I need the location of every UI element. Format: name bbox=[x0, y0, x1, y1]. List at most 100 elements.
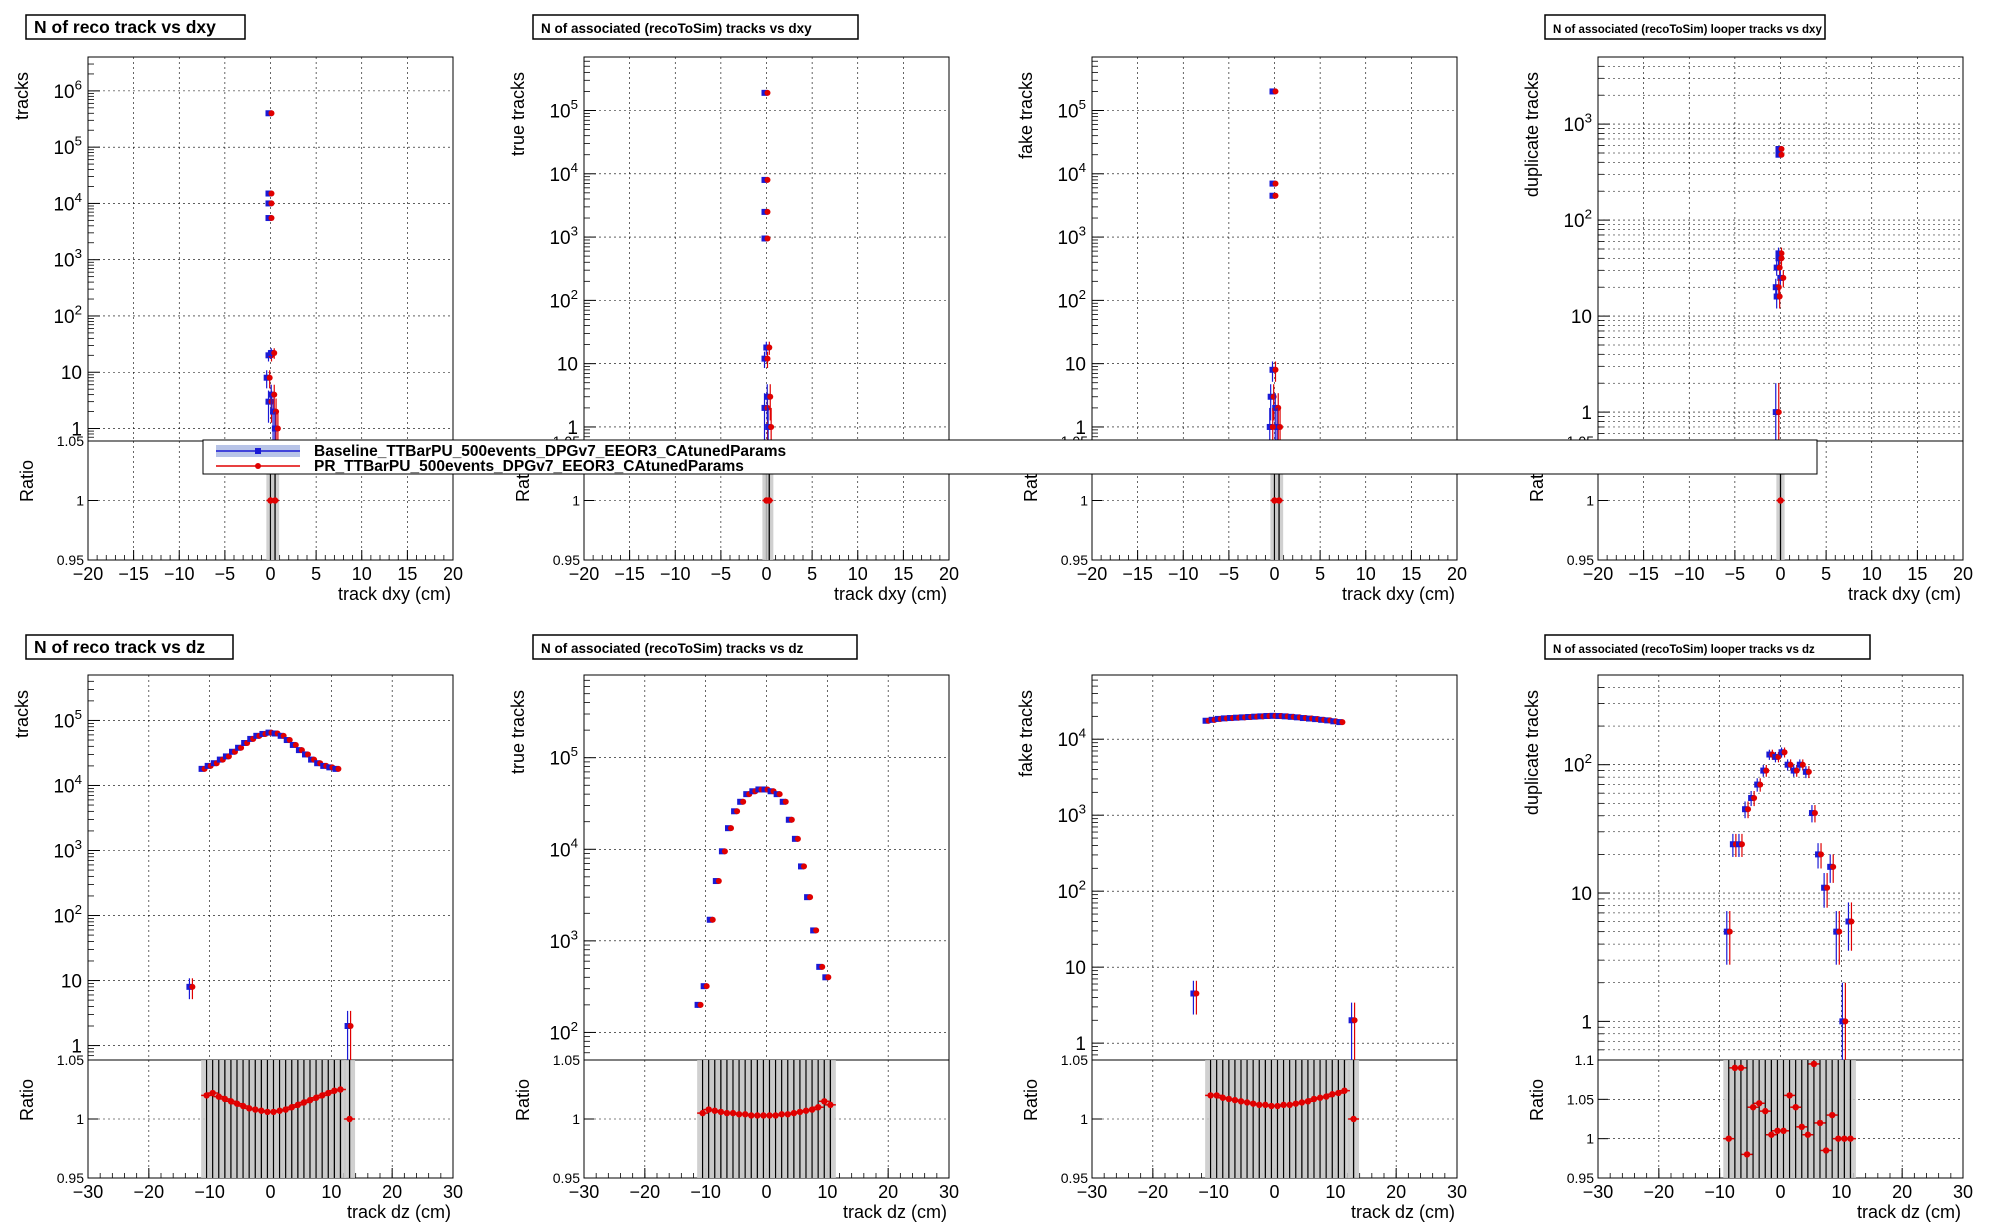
pr-point bbox=[734, 808, 741, 815]
x-tick-label: 0 bbox=[1775, 564, 1785, 584]
y-tick-label: 10 bbox=[1571, 307, 1592, 328]
x-tick-label: 5 bbox=[1315, 564, 1325, 584]
x-axis-label: track dxy (cm) bbox=[338, 584, 451, 604]
pr-point bbox=[1351, 1017, 1358, 1024]
pr-point bbox=[767, 393, 774, 400]
ratio-point bbox=[1298, 1099, 1306, 1106]
ratio-point bbox=[267, 497, 274, 504]
ratio-point bbox=[1335, 1089, 1342, 1097]
ratio-point bbox=[1207, 1092, 1214, 1099]
ratio-point bbox=[282, 1106, 289, 1113]
pr-point bbox=[268, 190, 275, 197]
ratio-point bbox=[699, 1109, 706, 1117]
x-tick-label: 10 bbox=[321, 1182, 341, 1202]
pr-point bbox=[1272, 366, 1279, 373]
y-tick-label: 102 bbox=[53, 902, 82, 928]
pr-point bbox=[1811, 810, 1818, 817]
pr-point bbox=[782, 798, 789, 805]
ratio-point bbox=[1268, 1102, 1275, 1110]
pr-point bbox=[721, 848, 728, 855]
ratio-point bbox=[1762, 1107, 1769, 1115]
pr-point bbox=[794, 835, 801, 842]
ratio-marks bbox=[201, 1060, 356, 1178]
ratio-point bbox=[1768, 1131, 1775, 1138]
ratio-point bbox=[306, 1096, 314, 1104]
x-tick-label: −30 bbox=[1077, 1182, 1108, 1202]
y-tick-label: 1 bbox=[567, 418, 578, 439]
ratio-tick-label: 1 bbox=[572, 493, 580, 509]
x-axis-label: track dxy (cm) bbox=[1342, 584, 1455, 604]
main-marks bbox=[1723, 747, 1855, 1060]
y-tick-label: 102 bbox=[549, 1019, 578, 1045]
ratio-point bbox=[772, 1112, 779, 1119]
x-tick-label: −20 bbox=[569, 564, 600, 584]
ratio-point bbox=[802, 1107, 810, 1114]
y-tick-label: 104 bbox=[53, 190, 82, 216]
ratio-point bbox=[294, 1101, 302, 1109]
ratio-point bbox=[766, 1112, 773, 1119]
pr-point bbox=[1269, 423, 1276, 430]
x-tick-label: −30 bbox=[73, 1182, 104, 1202]
main-marks bbox=[761, 89, 775, 441]
x-tick-label: 30 bbox=[1447, 1182, 1467, 1202]
ratio-point bbox=[1725, 1135, 1732, 1142]
y-tick-label: 102 bbox=[1563, 751, 1592, 777]
ratio-tick-label: 1 bbox=[572, 1111, 580, 1127]
ratio-point bbox=[717, 1108, 725, 1116]
x-tick-label: 10 bbox=[1325, 1182, 1345, 1202]
main-marks bbox=[1190, 712, 1358, 1060]
x-tick-label: −15 bbox=[614, 564, 645, 584]
x-tick-label: 20 bbox=[382, 1182, 402, 1202]
ratio-point bbox=[270, 1108, 277, 1116]
pr-point bbox=[1757, 781, 1764, 788]
pr-point bbox=[1193, 990, 1200, 997]
ratio-point bbox=[1731, 1064, 1739, 1072]
ratio-point bbox=[1777, 497, 1784, 504]
ratio-point bbox=[1219, 1094, 1226, 1101]
ratio-point bbox=[264, 1108, 271, 1116]
ratio-point bbox=[300, 1099, 308, 1106]
ratio-tick-label: 1.05 bbox=[57, 1052, 84, 1068]
pr-point bbox=[274, 425, 281, 432]
x-tick-label: −10 bbox=[1198, 1182, 1229, 1202]
x-tick-label: −20 bbox=[73, 564, 104, 584]
x-tick-label: 20 bbox=[939, 564, 959, 584]
pr-point bbox=[764, 208, 771, 215]
ratio-tick-label: 1.1 bbox=[1575, 1052, 1595, 1068]
ratio-point bbox=[221, 1095, 229, 1103]
ratio-point bbox=[1262, 1101, 1269, 1109]
pr-point bbox=[189, 983, 196, 990]
ratio-point bbox=[239, 1102, 247, 1110]
y-tick-label: 103 bbox=[1563, 111, 1592, 137]
pr-point bbox=[764, 355, 771, 362]
x-tick-label: 15 bbox=[1401, 564, 1421, 584]
x-tick-label: 20 bbox=[1892, 1182, 1912, 1202]
ratio-point bbox=[1274, 1102, 1281, 1110]
pr-point bbox=[292, 741, 299, 748]
y-tick-label: 105 bbox=[549, 97, 578, 123]
ratio-axis-label: Ratio bbox=[1021, 1079, 1041, 1121]
ratio-point bbox=[1829, 1111, 1836, 1119]
ratio-point bbox=[1231, 1096, 1239, 1104]
y-tick-label: 1 bbox=[1581, 1012, 1592, 1033]
y-axis-label: fake tracks bbox=[1016, 72, 1036, 159]
ratio-point bbox=[729, 1109, 737, 1117]
pr-point bbox=[697, 1001, 704, 1008]
x-tick-label: 30 bbox=[1953, 1182, 1973, 1202]
y-tick-label: 104 bbox=[53, 772, 82, 798]
y-tick-label: 104 bbox=[1057, 726, 1086, 752]
ratio-point bbox=[227, 1098, 235, 1105]
x-tick-label: −10 bbox=[164, 564, 195, 584]
ratio-point bbox=[711, 1107, 718, 1114]
x-tick-label: 0 bbox=[761, 564, 771, 584]
ratio-axis-label: Ratio bbox=[1527, 1079, 1547, 1121]
ratio-point bbox=[209, 1089, 216, 1097]
pr-point bbox=[768, 423, 775, 430]
pr-point bbox=[1799, 761, 1806, 768]
pr-point bbox=[715, 878, 722, 885]
pr-point bbox=[1775, 753, 1782, 760]
y-axis-label: tracks bbox=[12, 690, 32, 738]
y-tick-label: 10 bbox=[1571, 884, 1592, 905]
x-tick-label: −20 bbox=[1583, 564, 1614, 584]
ratio-point bbox=[1292, 1100, 1299, 1107]
